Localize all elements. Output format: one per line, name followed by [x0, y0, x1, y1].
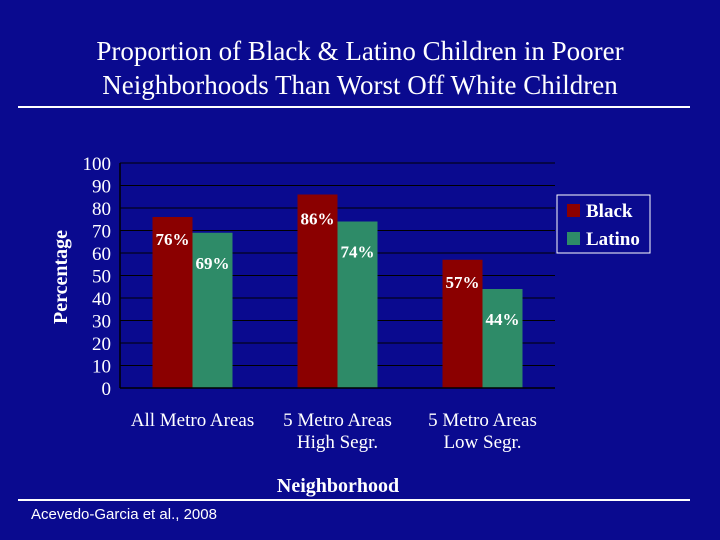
legend-swatch-black	[567, 204, 580, 217]
data-label: 86%	[301, 210, 335, 229]
bar-black	[297, 194, 338, 388]
title-line-1: Proportion of Black & Latino Children in…	[96, 36, 624, 66]
legend-swatch-latino	[567, 232, 580, 245]
bar-latino	[192, 232, 233, 388]
legend-box	[556, 194, 651, 254]
x-axis-title: Neighborhood	[277, 475, 399, 497]
x-category-label: Low Segr.	[443, 432, 521, 453]
data-label: 69%	[196, 254, 230, 273]
x-category-label: 5 Metro Areas	[283, 410, 392, 431]
y-tick-label: 30	[92, 312, 111, 333]
bar-black	[442, 259, 483, 388]
y-tick-label: 70	[92, 222, 111, 243]
title-line-2: Neighborhoods Than Worst Off White Child…	[102, 70, 618, 100]
data-label: 44%	[486, 310, 520, 329]
y-tick-label: 10	[92, 357, 111, 378]
footer-divider	[18, 499, 690, 501]
y-tick-label: 40	[92, 289, 111, 310]
data-label: 57%	[446, 273, 480, 292]
y-tick-label: 100	[83, 154, 112, 175]
data-label: 74%	[341, 243, 375, 262]
y-tick-label: 60	[92, 244, 111, 265]
y-axis-title: Percentage	[50, 230, 72, 324]
y-tick-label: 80	[92, 199, 111, 220]
x-category-label: 5 Metro Areas	[428, 410, 537, 431]
bar-latino	[482, 289, 523, 388]
legend-label-latino: Latino	[586, 229, 640, 250]
y-tick-label: 90	[92, 177, 111, 198]
slide-title: Proportion of Black & Latino Children in…	[0, 34, 720, 102]
citation: Acevedo-Garcia et al., 2008	[31, 506, 217, 523]
y-tick-label: 0	[102, 379, 112, 400]
data-label: 76%	[156, 230, 190, 249]
title-divider	[18, 106, 690, 108]
bar-latino	[337, 221, 378, 388]
bar-black	[152, 217, 193, 388]
y-tick-label: 20	[92, 334, 111, 355]
y-tick-label: 50	[92, 267, 111, 288]
x-category-label: High Segr.	[297, 432, 378, 453]
legend-label-black: Black	[586, 201, 633, 222]
x-category-label: All Metro Areas	[131, 410, 254, 431]
